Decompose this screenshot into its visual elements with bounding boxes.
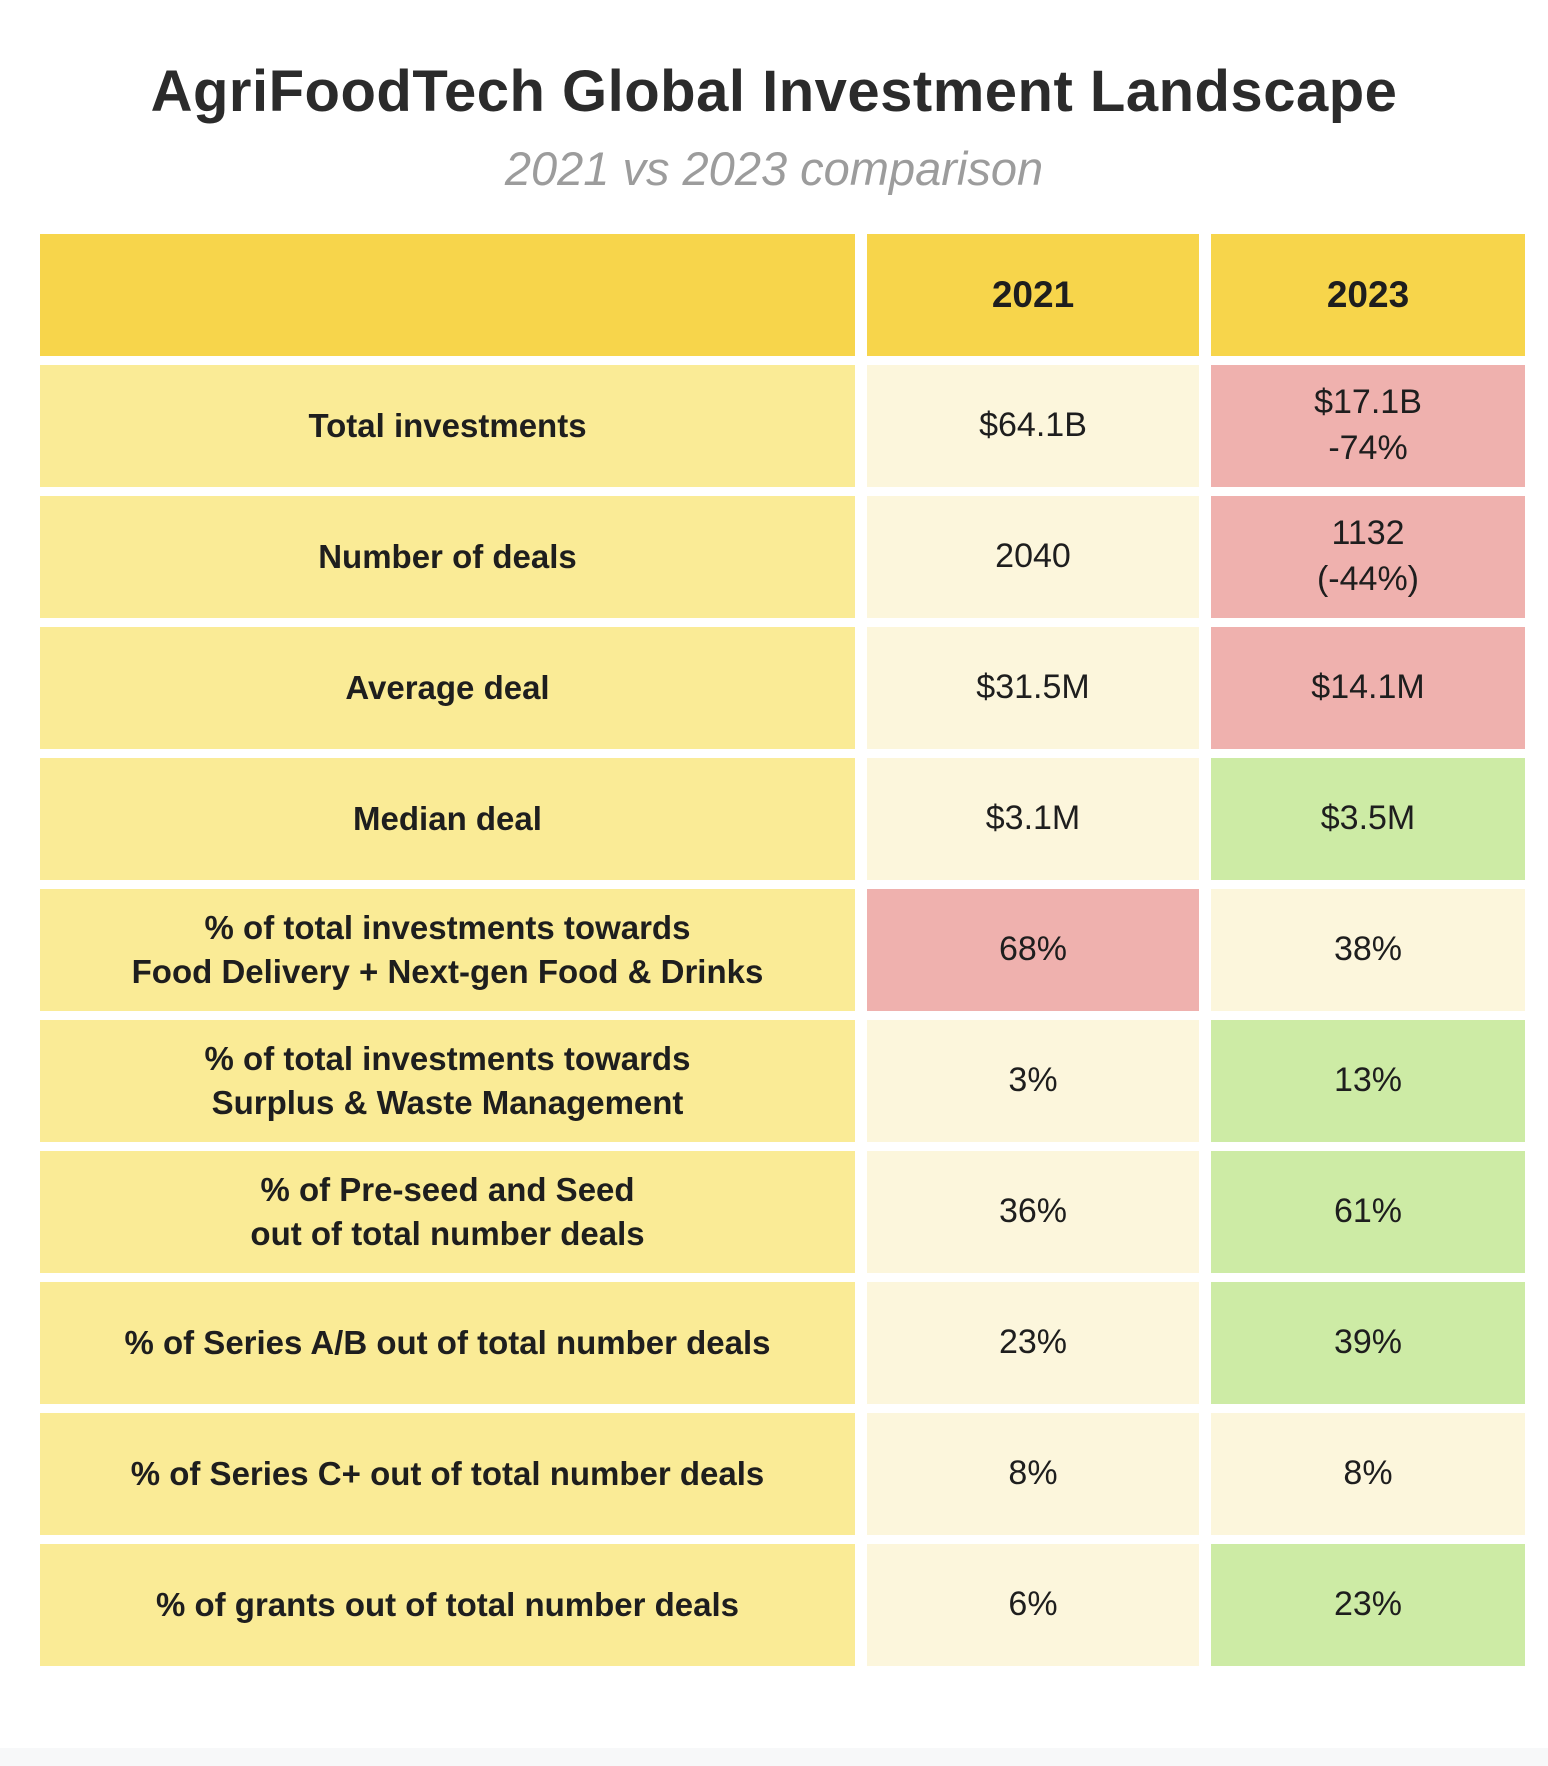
value-2021: 36% (998, 1192, 1068, 1231)
value-2021: 2040 (995, 537, 1071, 576)
value-2023: 38% (1333, 930, 1403, 969)
metric-label-cell: % of total investments towards Surplus &… (40, 1020, 855, 1142)
value-2023-cell: 38% (1211, 889, 1525, 1011)
value-2023-cell: $14.1M (1211, 627, 1525, 749)
value-2023: $17.1B (1314, 383, 1422, 422)
metric-label-cell: Average deal (40, 627, 855, 749)
header-2023-cell: 2023 (1211, 234, 1525, 356)
metric-label: % of total investments towards (204, 909, 691, 947)
metric-label: % of Series C+ out of total number deals (130, 1455, 765, 1493)
metric-label: Total investments (308, 407, 587, 445)
value-2021-cell: 68% (867, 889, 1199, 1011)
metric-label-cell: % of grants out of total number deals (40, 1544, 855, 1666)
metric-label-cell: Median deal (40, 758, 855, 880)
value-2021-cell: $3.1M (867, 758, 1199, 880)
value-2023-cell: 1132 (-44%) (1211, 496, 1525, 618)
value-2023: 23% (1333, 1585, 1403, 1624)
value-2021-cell: 23% (867, 1282, 1199, 1404)
table-row: % of total investments towards Food Deli… (40, 889, 1525, 1011)
table-row: Average deal $31.5M $14.1M (40, 627, 1525, 749)
value-2023: 1132 (1331, 514, 1405, 553)
table-row: Number of deals 2040 1132 (-44%) (40, 496, 1525, 618)
metric-label-line2: Surplus & Waste Management (211, 1084, 684, 1121)
metric-label-cell: % of Series A/B out of total number deal… (40, 1282, 855, 1404)
value-2021-cell: 3% (867, 1020, 1199, 1142)
metric-label: Median deal (353, 800, 542, 838)
page-subtitle: 2021 vs 2023 comparison (504, 142, 1044, 195)
value-2021-cell: 6% (867, 1544, 1199, 1666)
value-2021: 23% (998, 1323, 1068, 1362)
metric-label-cell: % of Series C+ out of total number deals (40, 1413, 855, 1535)
table-row: % of Series A/B out of total number deal… (40, 1282, 1525, 1404)
value-2023: $3.5M (1320, 799, 1416, 838)
value-2021: 3% (1008, 1061, 1058, 1100)
comparison-table: 2021 2023 Total investments $64.1B $17.1… (40, 234, 1525, 1666)
metric-label-cell: % of total investments towards Food Deli… (40, 889, 855, 1011)
value-2021-cell: 2040 (867, 496, 1199, 618)
value-2023-cell: $3.5M (1211, 758, 1525, 880)
page-bottom-edge (0, 1748, 1548, 1766)
value-2021: 6% (1008, 1585, 1058, 1624)
table-row: % of Pre-seed and Seed out of total numb… (40, 1151, 1525, 1273)
value-2023-line2: (-44%) (1316, 560, 1420, 598)
value-2023-line2: -74% (1328, 429, 1408, 467)
value-2021: 8% (1008, 1454, 1058, 1493)
value-2021-cell: $64.1B (867, 365, 1199, 487)
table-row: % of total investments towards Surplus &… (40, 1020, 1525, 1142)
metric-label-cell: Total investments (40, 365, 855, 487)
value-2023: 39% (1333, 1323, 1403, 1362)
value-2023-cell: 13% (1211, 1020, 1525, 1142)
header-2021-cell: 2021 (867, 234, 1199, 356)
value-2023-cell: $17.1B -74% (1211, 365, 1525, 487)
metric-label: Average deal (345, 669, 550, 707)
value-2023-cell: 61% (1211, 1151, 1525, 1273)
value-2023: 13% (1333, 1061, 1403, 1100)
table-row: Total investments $64.1B $17.1B -74% (40, 365, 1525, 487)
table-header-row: 2021 2023 (40, 234, 1525, 356)
table-row: % of Series C+ out of total number deals… (40, 1413, 1525, 1535)
table-row: Median deal $3.1M $3.5M (40, 758, 1525, 880)
metric-label-cell: % of Pre-seed and Seed out of total numb… (40, 1151, 855, 1273)
value-2021: $64.1B (979, 406, 1087, 445)
metric-label: Number of deals (318, 538, 577, 576)
value-2023-cell: 8% (1211, 1413, 1525, 1535)
metric-label-cell: Number of deals (40, 496, 855, 618)
header-metric-cell (40, 234, 855, 356)
value-2021: $3.1M (985, 799, 1081, 838)
value-2021: 68% (998, 930, 1068, 969)
value-2023: $14.1M (1311, 668, 1425, 707)
value-2021-cell: 8% (867, 1413, 1199, 1535)
table-row: % of grants out of total number deals 6%… (40, 1544, 1525, 1666)
metric-label: % of Pre-seed and Seed (260, 1171, 635, 1209)
metric-label: % of grants out of total number deals (155, 1586, 740, 1624)
metric-label-line2: Food Delivery + Next-gen Food & Drinks (131, 953, 764, 990)
value-2023-cell: 23% (1211, 1544, 1525, 1666)
value-2023: 8% (1343, 1454, 1393, 1493)
metric-label: % of Series A/B out of total number deal… (124, 1324, 771, 1362)
value-2023: 61% (1333, 1192, 1403, 1231)
value-2021: $31.5M (976, 668, 1090, 707)
table-body: Total investments $64.1B $17.1B -74% Num… (40, 365, 1525, 1666)
page-title: AgriFoodTech Global Investment Landscape (150, 59, 1398, 124)
value-2021-cell: 36% (867, 1151, 1199, 1273)
metric-label: % of total investments towards (204, 1040, 691, 1078)
value-2021-cell: $31.5M (867, 627, 1199, 749)
value-2023-cell: 39% (1211, 1282, 1525, 1404)
metric-label-line2: out of total number deals (250, 1215, 645, 1252)
